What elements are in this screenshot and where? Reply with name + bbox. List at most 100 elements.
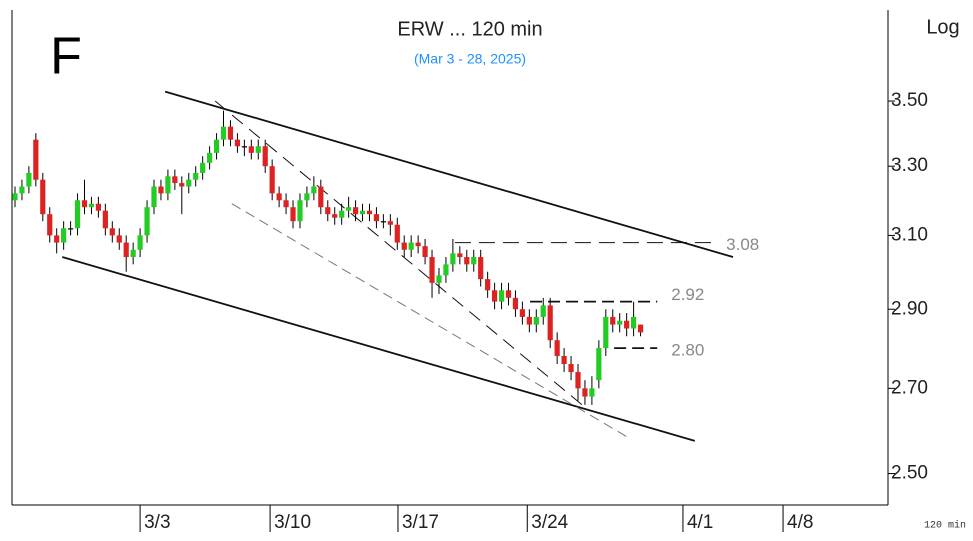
trend-line: [164, 90, 734, 258]
candle-body: [332, 214, 338, 218]
candle-body: [165, 176, 171, 194]
candle-body: [123, 242, 129, 258]
candle-body: [596, 348, 602, 381]
chart-title: ERW ... 120 min: [397, 18, 542, 40]
x-tick-label: 3/10: [274, 512, 311, 533]
candle-body: [283, 200, 289, 208]
level-label: 2.80: [671, 341, 704, 360]
candle-body: [19, 186, 25, 194]
candle-body: [130, 249, 136, 258]
candle-body: [269, 166, 275, 194]
candle-body: [568, 364, 574, 373]
candle-body: [575, 372, 581, 389]
candle-body: [359, 210, 366, 215]
candle-body: [297, 200, 303, 222]
candle-body: [109, 228, 115, 236]
candle-body: [540, 305, 546, 317]
candle-body: [387, 221, 393, 225]
candle-body: [519, 309, 525, 317]
candle-body: [137, 235, 143, 250]
candle-body: [429, 257, 435, 283]
candle-body: [74, 200, 81, 229]
candle-body: [276, 193, 282, 201]
candle-body: [631, 316, 637, 329]
candle-body: [373, 214, 380, 222]
candle-body: [505, 290, 512, 298]
x-tick-label: 4/8: [787, 512, 813, 533]
candle-body: [478, 257, 484, 280]
candle-body: [589, 388, 595, 397]
candle-body: [95, 203, 101, 211]
candle-body: [26, 172, 32, 187]
candle-body: [443, 264, 449, 276]
candle-body: [325, 207, 331, 215]
candle-body: [352, 207, 359, 215]
candle-body: [637, 324, 644, 333]
candle-body: [380, 221, 386, 223]
candle-body: [172, 176, 178, 184]
candle-body: [67, 228, 74, 230]
candle-body: [40, 179, 46, 215]
y-tick-label: 2.70: [891, 377, 928, 398]
candle-body: [262, 146, 268, 167]
chart-subtitle: (Mar 3 - 28, 2025): [414, 51, 526, 67]
candle-body: [311, 186, 317, 194]
level-label: 2.92: [671, 285, 704, 304]
candle-body: [186, 179, 192, 187]
candle-body: [422, 246, 428, 258]
candle-body: [346, 207, 352, 211]
panel-letter: F: [50, 28, 82, 86]
y-tick-label: 3.50: [891, 90, 928, 111]
candle-body: [200, 162, 206, 173]
candle-body: [227, 126, 234, 140]
candle-body: [234, 139, 241, 147]
candle-body: [158, 186, 164, 194]
level-label: 3.08: [726, 235, 759, 254]
x-tick-label: 4/1: [687, 512, 713, 533]
candle-body: [366, 210, 373, 215]
candle-body: [241, 146, 247, 148]
candle-body: [47, 214, 53, 236]
candle-body: [394, 224, 400, 243]
candle-body: [624, 320, 630, 329]
candle-body: [151, 186, 157, 208]
candle-body: [408, 242, 414, 250]
candle-body: [533, 316, 539, 325]
trend-line: [214, 100, 583, 406]
candle-body: [339, 210, 345, 218]
candle-body: [457, 253, 463, 258]
candle-body: [318, 186, 324, 208]
candle-body: [464, 257, 470, 265]
candle-body: [102, 210, 108, 229]
trend-line: [62, 256, 696, 442]
x-tick-label: 3/17: [402, 512, 439, 533]
interval-label: 120 min: [924, 520, 966, 532]
candle-body: [33, 139, 39, 180]
candle-body: [485, 279, 491, 291]
candle-body: [88, 203, 95, 208]
candle-body: [12, 193, 18, 201]
candle-body: [582, 388, 588, 397]
x-tick-label: 3/3: [144, 512, 170, 533]
y-tick-label: 2.50: [891, 463, 928, 484]
candle-body: [220, 126, 227, 140]
candle-body: [290, 207, 296, 222]
candle-body: [415, 242, 421, 247]
candle-body: [617, 320, 623, 325]
candle-body: [561, 356, 567, 365]
candle-body: [207, 152, 213, 163]
candle-body: [512, 297, 519, 310]
candle-body: [436, 275, 442, 283]
trend-line: [231, 203, 631, 440]
x-tick-label: 3/24: [531, 512, 568, 533]
y-tick-label: 2.90: [891, 298, 928, 319]
candle-body: [491, 290, 498, 302]
candle-body: [255, 146, 261, 153]
candle-body: [116, 235, 122, 243]
candle-body: [450, 253, 456, 265]
candle-body: [554, 340, 560, 357]
candle-body: [526, 316, 532, 325]
candle-body: [610, 316, 616, 325]
candle-body: [144, 207, 150, 236]
